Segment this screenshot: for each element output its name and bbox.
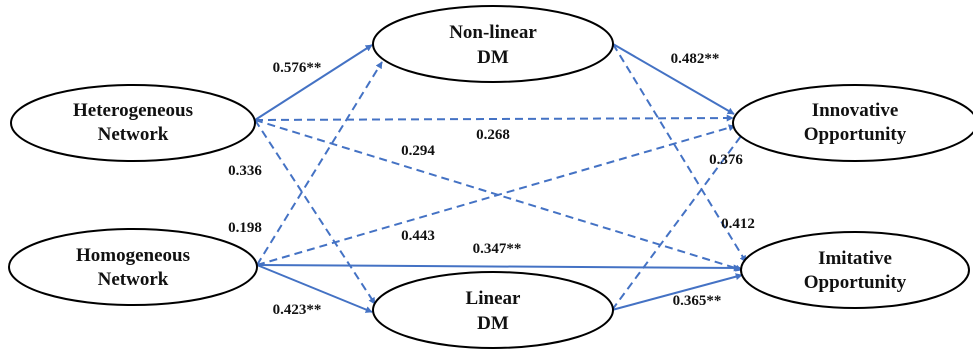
label-linear-innovative: 0.376 bbox=[709, 152, 743, 168]
node-imitative-opportunity: Imitative Opportunity bbox=[740, 231, 970, 309]
edge-hom-linear bbox=[256, 264, 373, 313]
label-hom-nonlinear: 0.198 bbox=[228, 220, 262, 236]
node-heterogeneous-network: Heterogeneous Network bbox=[10, 84, 256, 162]
edge-labels: 0.576** 0.268 0.294 0.336 0.198 0.443 0.… bbox=[228, 51, 755, 318]
node-heterogeneous-network-line2: Network bbox=[98, 124, 169, 145]
node-innovative-opportunity-line2: Opportunity bbox=[804, 124, 907, 145]
label-hom-imitative: 0.347** bbox=[473, 241, 522, 257]
edge-hom-imitative bbox=[256, 264, 741, 272]
label-het-innovative: 0.268 bbox=[476, 127, 510, 143]
edge-het-innovative bbox=[254, 114, 734, 122]
label-nonlinear-innovative: 0.482** bbox=[671, 51, 720, 67]
node-innovative-opportunity: Innovative Opportunity bbox=[732, 84, 973, 162]
node-heterogeneous-network-shape bbox=[10, 84, 256, 162]
label-linear-imitative: 0.365** bbox=[673, 293, 722, 309]
node-imitative-opportunity-shape bbox=[740, 231, 970, 309]
node-homogeneous-network-shape bbox=[8, 228, 258, 306]
node-linear-dm-line1: Linear bbox=[466, 288, 521, 309]
node-imitative-opportunity-line2: Opportunity bbox=[804, 272, 907, 293]
label-het-linear: 0.336 bbox=[228, 163, 262, 179]
node-innovative-opportunity-shape bbox=[732, 84, 973, 162]
node-heterogeneous-network-line1: Heterogeneous bbox=[73, 100, 193, 121]
node-nonlinear-dm-shape bbox=[372, 5, 614, 83]
node-homogeneous-network-line1: Homogeneous bbox=[76, 245, 190, 266]
label-het-imitative: 0.294 bbox=[401, 143, 435, 159]
edge-nonlinear-imitative bbox=[612, 43, 747, 263]
node-homogeneous-network: Homogeneous Network bbox=[8, 228, 258, 306]
node-imitative-opportunity-line1: Imitative bbox=[818, 248, 892, 269]
edge-nonlinear-innovative bbox=[612, 43, 735, 115]
node-nonlinear-dm-line2: DM bbox=[477, 47, 509, 68]
edge-linear-innovative bbox=[611, 131, 745, 311]
node-innovative-opportunity-line1: Innovative bbox=[812, 100, 899, 121]
edge-hom-nonlinear bbox=[256, 61, 383, 266]
edge-het-nonlinear bbox=[254, 44, 373, 121]
label-hom-linear: 0.423** bbox=[273, 302, 322, 318]
node-linear-dm-line2: DM bbox=[477, 313, 509, 334]
edges bbox=[254, 43, 747, 313]
label-hom-innovative: 0.443 bbox=[401, 228, 435, 244]
node-linear-dm-shape bbox=[372, 271, 614, 349]
node-nonlinear-dm: Non-linear DM bbox=[372, 5, 614, 83]
node-linear-dm: Linear DM bbox=[372, 271, 614, 349]
edge-linear-imitative bbox=[611, 273, 743, 311]
edge-het-linear bbox=[254, 119, 376, 305]
node-nonlinear-dm-line1: Non-linear bbox=[449, 22, 537, 43]
node-homogeneous-network-line2: Network bbox=[98, 269, 169, 290]
label-het-nonlinear: 0.576** bbox=[273, 60, 322, 76]
edge-hom-innovative bbox=[256, 124, 736, 266]
label-nonlinear-imitative: 0.412 bbox=[721, 216, 755, 232]
